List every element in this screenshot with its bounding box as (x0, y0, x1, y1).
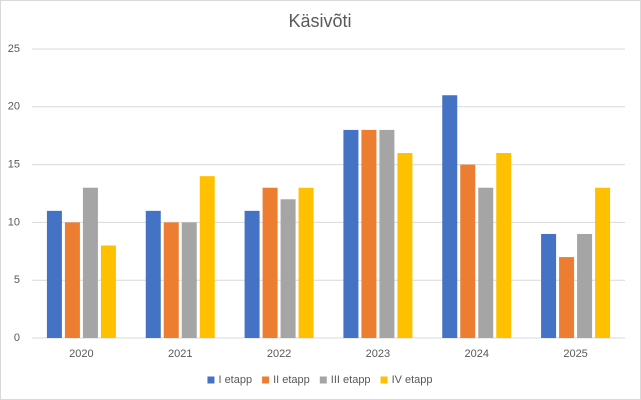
bar (343, 129, 359, 338)
bar (82, 187, 98, 338)
legend-label: I etapp (218, 374, 252, 386)
legend-swatch (262, 376, 270, 384)
bar (577, 233, 593, 338)
legend-label: IV etapp (392, 374, 433, 386)
y-tick-label: 5 (14, 274, 20, 286)
bar (163, 222, 179, 338)
y-tick-label: 15 (8, 159, 20, 171)
bar (379, 129, 395, 338)
y-tick-label: 25 (8, 43, 20, 55)
x-tick-label: 2021 (168, 348, 192, 360)
bar (244, 210, 260, 338)
y-tick-label: 10 (8, 216, 20, 228)
x-tick-label: 2025 (563, 348, 587, 360)
bar (145, 210, 161, 338)
legend-swatch (207, 376, 215, 384)
bar (100, 245, 116, 338)
bar (361, 129, 377, 338)
bar (442, 95, 458, 339)
bar (262, 187, 278, 338)
legend-label: II etapp (273, 374, 310, 386)
bar (478, 187, 494, 338)
bar (64, 222, 80, 338)
bar (397, 153, 413, 338)
x-tick-label: 2020 (69, 348, 93, 360)
bar (541, 233, 557, 338)
bar (199, 176, 215, 338)
x-tick-label: 2024 (465, 348, 489, 360)
legend-swatch (319, 376, 327, 384)
x-tick-label: 2022 (267, 348, 291, 360)
bar (559, 257, 575, 338)
bar (595, 187, 611, 338)
x-tick-label: 2023 (366, 348, 390, 360)
bar (46, 210, 62, 338)
bar (460, 164, 476, 338)
chart-title: Käsivõti (288, 11, 351, 31)
y-tick-label: 0 (14, 332, 20, 344)
bar (496, 153, 512, 338)
legend-swatch (380, 376, 388, 384)
y-tick-label: 20 (8, 101, 20, 113)
bar (181, 222, 197, 338)
legend-label: III etapp (331, 374, 371, 386)
bar (280, 199, 296, 338)
bar (298, 187, 314, 338)
